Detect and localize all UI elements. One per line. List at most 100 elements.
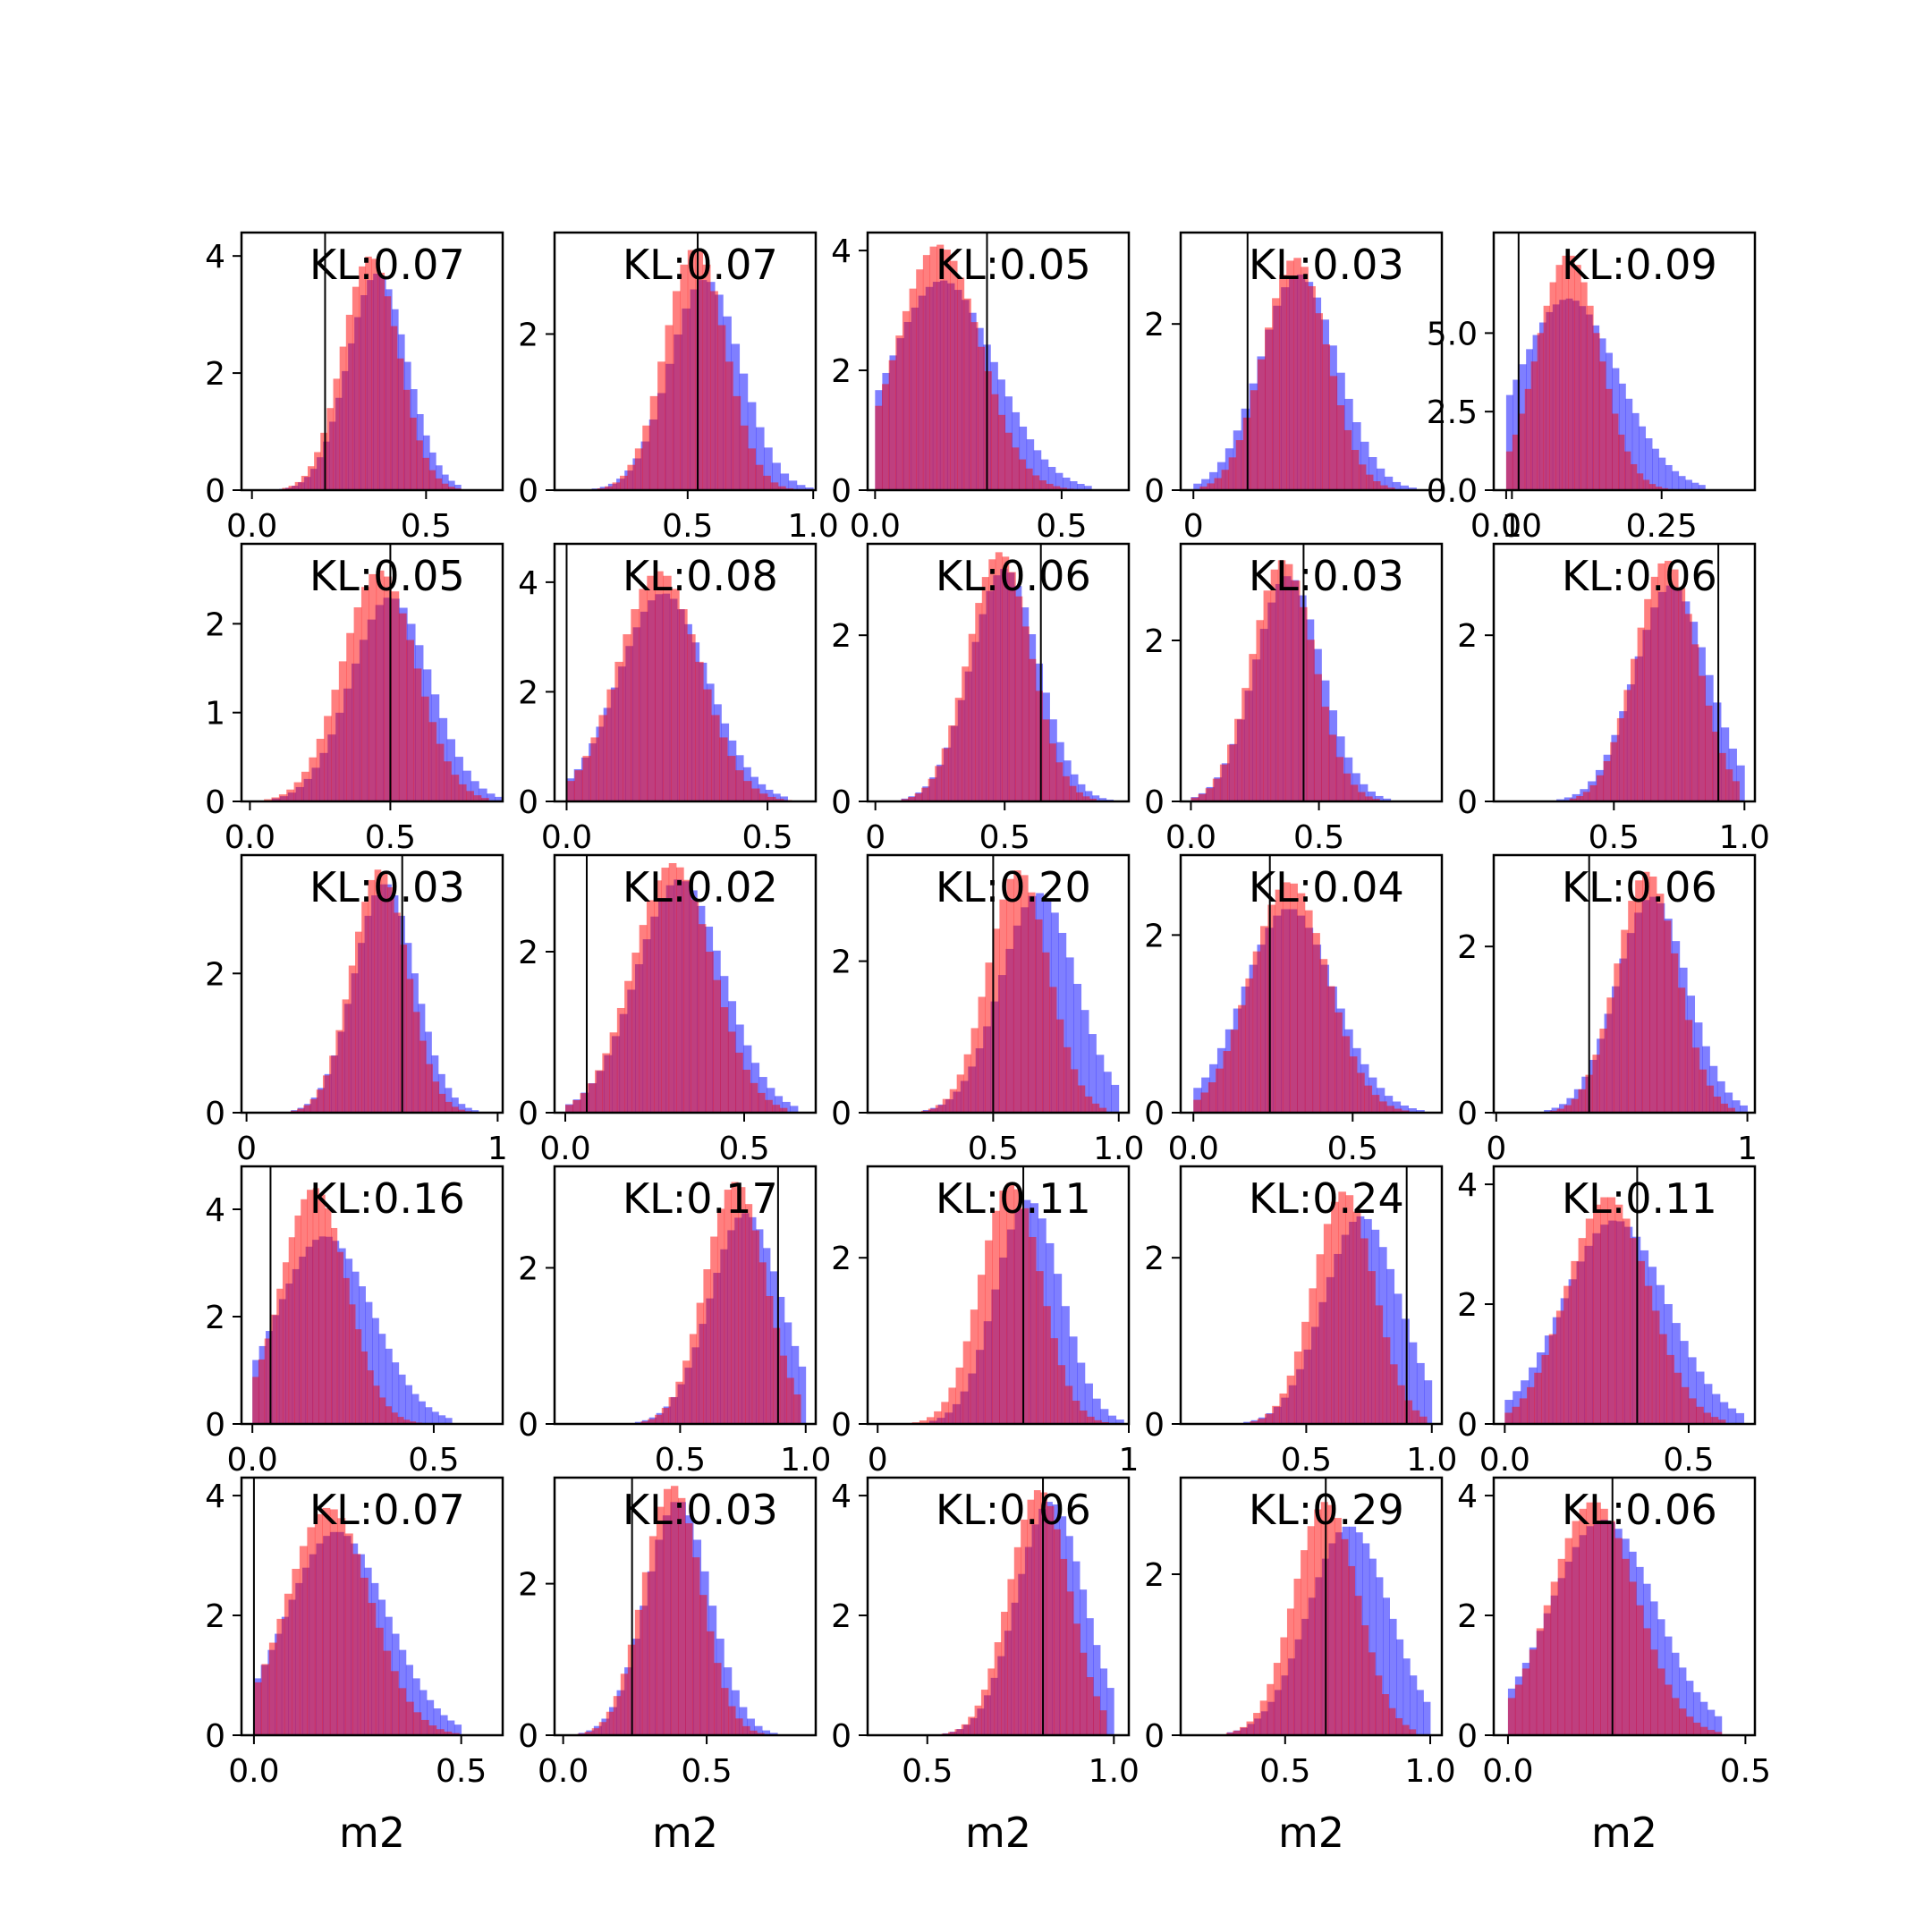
red-histogram-bar [339, 346, 347, 490]
y-tick-label: 1 [205, 696, 225, 733]
red-histogram-bar [1348, 1565, 1356, 1735]
red-histogram-bar [1593, 1204, 1601, 1424]
red-histogram-bar [1253, 1713, 1261, 1735]
red-histogram-bar [999, 899, 1007, 1113]
blue-histogram-bar [782, 1101, 791, 1113]
red-histogram-bar [1076, 792, 1083, 801]
x-tick-label: 1 [1502, 508, 1522, 545]
red-histogram-bar [1328, 734, 1337, 801]
y-tick-label: 2 [831, 1241, 852, 1277]
red-histogram-bar [1193, 1099, 1201, 1113]
red-histogram-bar [1316, 1254, 1325, 1424]
red-histogram-bar [294, 481, 302, 490]
y-tick-label: 0 [831, 1718, 852, 1755]
red-histogram-bar [1593, 1502, 1601, 1735]
kl-annotation: KL:0.07 [309, 1486, 465, 1534]
subplot-2-2: 0.0 0.5 0 2 4 KL:0.08 [518, 542, 818, 856]
red-histogram-bar [1277, 560, 1286, 801]
red-histogram-bar [314, 452, 321, 490]
red-histogram-bar [642, 425, 651, 490]
red-histogram-bar [342, 999, 350, 1113]
y-tick-label: 0 [831, 1407, 852, 1444]
blue-histogram-bar [1716, 1080, 1725, 1113]
red-histogram-bar [1636, 1605, 1644, 1735]
blue-histogram-bar [1084, 486, 1092, 490]
y-tick-label: 2 [518, 1250, 538, 1287]
subplot-4-2: 0.5 1.0 0 2 KL:0.17 [518, 1165, 831, 1479]
red-histogram-bar [1046, 1505, 1055, 1735]
red-histogram-bar [343, 1277, 350, 1424]
red-histogram-bar [1698, 675, 1706, 801]
red-histogram-bar [640, 1421, 648, 1424]
red-histogram-bar [777, 486, 786, 490]
red-histogram-bar [1360, 1238, 1368, 1424]
red-histogram-bar [376, 570, 385, 801]
y-tick-label: 2 [1144, 307, 1165, 343]
red-histogram-bar [379, 1397, 386, 1424]
red-histogram-bar [1688, 1398, 1697, 1424]
red-histogram-bar [1366, 474, 1374, 490]
red-histogram-bar [1028, 892, 1036, 1113]
red-histogram-bar [398, 1688, 407, 1735]
red-histogram-bar [623, 634, 631, 801]
red-histogram-bar [1343, 773, 1352, 801]
red-histogram-bar [1053, 486, 1061, 490]
x-tick-label: 0.5 [979, 819, 1030, 856]
red-histogram-bar [1245, 978, 1254, 1113]
kl-annotation: KL:0.09 [1562, 241, 1717, 289]
x-tick-label: 0.5 [436, 1753, 487, 1790]
red-histogram-bar [1381, 1694, 1389, 1735]
red-histogram-bar [687, 634, 696, 801]
red-histogram-bar [1657, 894, 1665, 1113]
red-histogram-bar [348, 965, 356, 1113]
red-histogram-bar [299, 1546, 308, 1735]
red-histogram-bar [779, 1107, 788, 1113]
blue-histogram-bar [1092, 1398, 1101, 1424]
blue-histogram-bar [1368, 457, 1377, 490]
axes-frame [866, 231, 1131, 492]
red-histogram-bar [1563, 1105, 1572, 1113]
red-histogram-bar [1599, 361, 1606, 490]
red-histogram-bar [1521, 1668, 1530, 1735]
red-histogram-bar [1286, 1375, 1295, 1424]
red-histogram-bar [646, 900, 655, 1113]
red-histogram-bar [1586, 1502, 1594, 1735]
red-histogram-bar [627, 464, 636, 490]
blue-histogram-bar [392, 1362, 400, 1424]
red-histogram-bar [1066, 1591, 1074, 1735]
red-histogram-bar [1563, 1285, 1572, 1424]
red-histogram-bar [1529, 1649, 1538, 1735]
red-histogram-bar [276, 1618, 285, 1735]
red-histogram-bar [1628, 901, 1636, 1113]
x-tick-label: 0.0 [541, 819, 592, 856]
blue-histogram-bar [433, 1708, 441, 1735]
y-tick-label: 2 [831, 945, 852, 981]
red-histogram-bar [271, 797, 280, 801]
red-histogram-bar [742, 1069, 751, 1113]
red-histogram-bar [387, 887, 394, 1113]
red-histogram-bar [1555, 265, 1563, 490]
red-histogram-bar [331, 1227, 338, 1424]
red-histogram-bar [922, 255, 930, 490]
red-histogram-bar [1292, 580, 1301, 801]
red-histogram-bar [355, 931, 362, 1113]
red-histogram-bar [1637, 627, 1645, 801]
red-histogram-bar [405, 1701, 414, 1735]
red-histogram-bar [970, 1028, 979, 1113]
red-histogram-bar [926, 1417, 935, 1424]
red-histogram-bar [590, 737, 599, 801]
red-histogram-bar [721, 1688, 729, 1735]
blue-histogram-bar [1106, 1688, 1114, 1735]
blue-histogram-bar [1063, 477, 1071, 490]
blue-histogram-bar [1100, 1409, 1109, 1424]
blue-histogram-bar [762, 1730, 771, 1735]
red-histogram-bar [992, 1210, 1000, 1424]
red-histogram-bar [765, 1099, 773, 1113]
blue-histogram-bar [1724, 1092, 1733, 1113]
red-histogram-bar [748, 448, 757, 490]
blue-histogram-bar [1086, 1618, 1094, 1735]
red-histogram-bar [432, 1081, 440, 1113]
red-histogram-bar [634, 1609, 643, 1735]
x-tick-label: 0.5 [1589, 819, 1640, 856]
red-histogram-bar [1308, 285, 1316, 490]
